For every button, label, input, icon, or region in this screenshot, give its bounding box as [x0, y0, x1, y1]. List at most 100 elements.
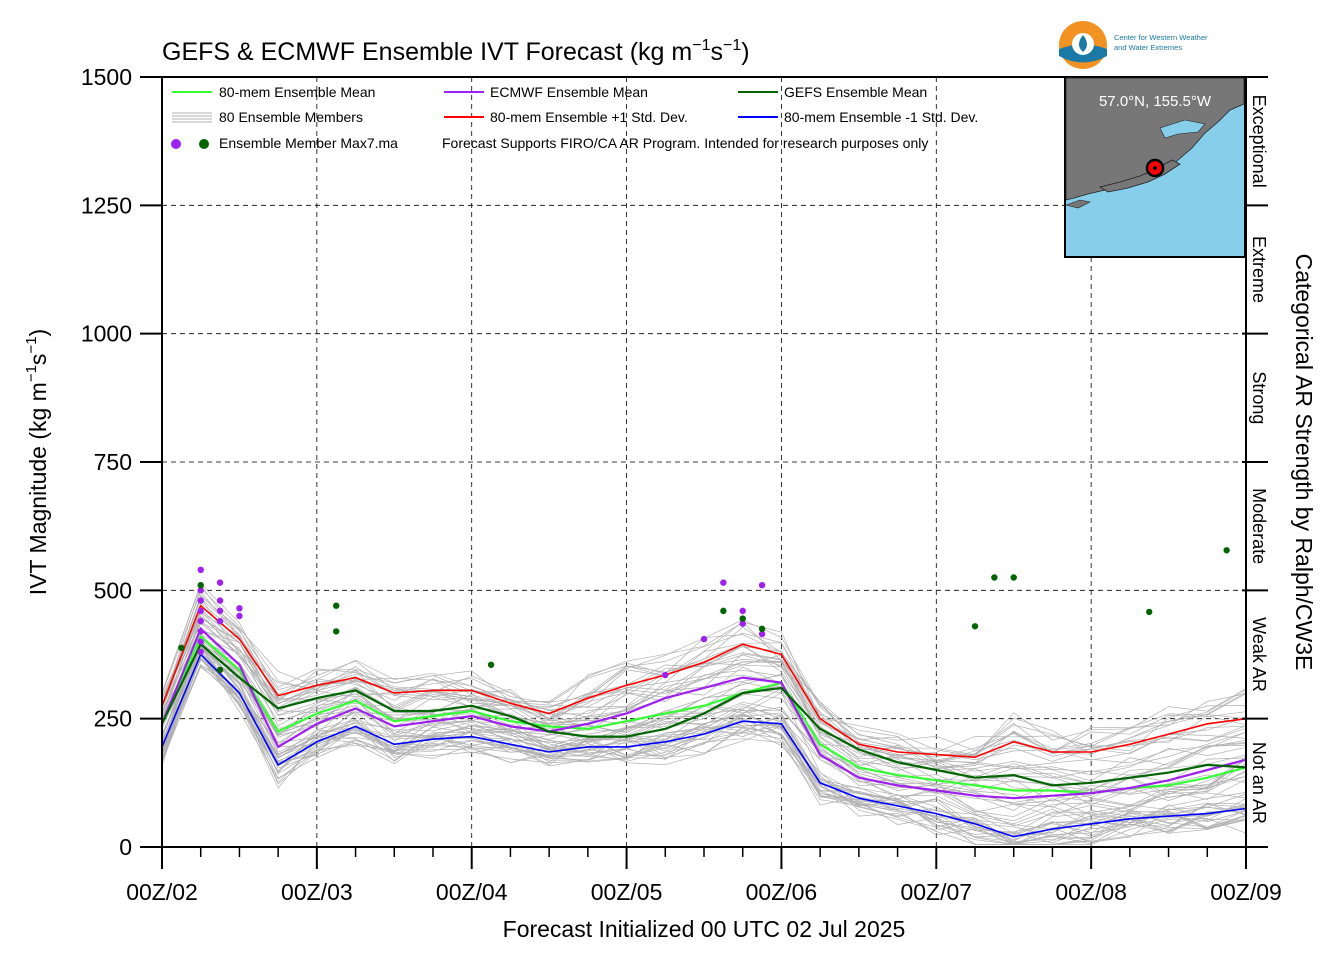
ensemble-member-line	[161, 641, 1247, 795]
category-axis: Not an AR Weak AR Moderate Strong Extreme Exc…	[1242, 76, 1269, 848]
y-tick-label: 1500	[81, 64, 132, 90]
series-lines	[160, 604, 1247, 838]
x-tick-label: 00Z/08	[1055, 879, 1127, 905]
y-tick-label: 500	[94, 577, 132, 603]
ensemble-member-line	[161, 637, 1247, 791]
x-tick-label: 00Z/04	[436, 879, 508, 905]
gefs-max-point	[971, 623, 979, 630]
legend-gefs-mean: GEFS Ensemble Mean	[784, 84, 927, 100]
ecmwf-max-point	[197, 566, 204, 573]
legend-minus-std: 80-mem Ensemble -1 Std. Dev.	[784, 109, 978, 125]
gefs-max-point	[991, 574, 998, 581]
map-island-west	[1064, 199, 1091, 209]
ensemble-member-line	[161, 587, 1247, 756]
gefs-max-point	[739, 615, 746, 622]
ecmwf-max-point	[216, 617, 224, 625]
ecmwf-max-point	[662, 671, 669, 679]
x-tick-label: 00Z/03	[281, 879, 353, 905]
legend-members: 80 Ensemble Members	[219, 109, 363, 125]
logo-text-line1: Center for Western Weather	[1114, 33, 1208, 42]
legend-ens-mean: 80-mem Ensemble Mean	[219, 84, 375, 100]
gefs-max-point	[216, 666, 224, 674]
ensemble-member-line	[161, 644, 1247, 844]
disclaimer: Forecast Supports FIRO/CA AR Program. In…	[442, 135, 928, 151]
ecmwf-max-point	[236, 612, 243, 620]
y-tick-label: 1250	[81, 192, 132, 218]
ecmwf-max-point	[758, 630, 766, 638]
ecmwf-max-point	[700, 635, 708, 643]
gefs-max-point	[1146, 608, 1153, 616]
gefs-max-point	[1223, 547, 1230, 554]
cw3e-logo: Center for Western Weather and Water Ext…	[1059, 21, 1208, 69]
legend-plus-std: 80-mem Ensemble +1 Std. Dev.	[490, 109, 688, 125]
ensemble-member-line	[161, 590, 1247, 754]
ecmwf-max-point	[197, 597, 204, 604]
ecmwf-max-point	[739, 620, 746, 627]
legend-gefs-dot	[199, 139, 209, 149]
x-axis-label: Forecast Initialized 00 UTC 02 Jul 2025	[503, 916, 906, 942]
ecmwf-max-point	[197, 628, 204, 635]
legend: 80-mem Ensemble Mean 80 Ensemble Members…	[171, 84, 978, 151]
x-tick-label: 00Z/05	[591, 879, 663, 905]
series-line-ens_mean	[160, 634, 1247, 795]
category-label: Strong	[1249, 371, 1269, 424]
chart-title: GEFS & ECMWF Ensemble IVT Forecast (kg m…	[162, 37, 750, 66]
ecmwf-max-point	[216, 597, 224, 604]
ensemble-member-line	[161, 645, 1247, 845]
ecmwf-max-point	[739, 607, 746, 615]
gefs-max-point	[333, 628, 340, 635]
ensemble-member-line	[161, 646, 1247, 845]
x-tick-label: 00Z/02	[126, 879, 198, 905]
ensemble-member-line	[161, 610, 1247, 771]
ecmwf-max-point	[720, 579, 727, 586]
gefs-max-point	[178, 644, 185, 652]
y-axis: 0 250 500 750 1000 1250 1500	[81, 64, 162, 860]
ensemble-member-line	[161, 666, 1247, 845]
ecmwf-max-point	[236, 605, 243, 612]
inset-location-label: 57.0°N, 155.5°W	[1099, 93, 1212, 110]
x-axis: 00Z/02 00Z/03 00Z/04 00Z/05 00Z/06 00Z/07 00Z/…	[126, 847, 1282, 905]
legend-ecmwf-dot	[171, 139, 181, 149]
gefs-max-point	[197, 582, 204, 589]
category-label: Exceptional	[1249, 95, 1269, 188]
logo-drop-icon	[1079, 35, 1087, 52]
category-axis-label: Categorical AR Strength by Ralph/CW3E	[1291, 254, 1317, 671]
legend-maxdots: Ensemble Member Max7.ma	[219, 135, 398, 151]
gefs-max-point	[333, 602, 340, 609]
ensemble-member-line	[161, 645, 1247, 830]
ensemble-member-line	[161, 629, 1247, 785]
ensemble-member-line	[161, 595, 1247, 757]
grid-lines	[162, 77, 1246, 847]
ecmwf-max-point	[216, 579, 224, 586]
category-label: Weak AR	[1249, 617, 1269, 692]
ensemble-member-line	[161, 664, 1247, 843]
ensemble-member-line	[161, 646, 1247, 841]
y-tick-label: 1000	[81, 321, 132, 347]
gefs-max-point	[1010, 574, 1017, 581]
series-line-ecmwf_mean	[160, 626, 1247, 800]
ensemble-member-line	[161, 594, 1247, 764]
ensemble-member-line	[161, 584, 1247, 758]
category-label: Not an AR	[1249, 742, 1269, 824]
max-points	[178, 547, 1230, 679]
logo-text-line2: and Water Extremes	[1114, 43, 1182, 52]
x-tick-label: 00Z/07	[900, 879, 972, 905]
x-tick-label: 00Z/06	[746, 879, 818, 905]
y-tick-label: 750	[94, 449, 132, 475]
legend-ecmwf-mean: ECMWF Ensemble Mean	[490, 84, 648, 100]
gefs-max-point	[758, 625, 766, 633]
ensemble-member-line	[161, 622, 1247, 792]
ensemble-member-line	[161, 640, 1247, 820]
ensemble-member-line	[161, 650, 1247, 845]
series-line-minus_std	[161, 653, 1247, 838]
ecmwf-max-point	[197, 607, 204, 615]
ensemble-member-line	[161, 632, 1247, 803]
ecmwf-max-point	[197, 617, 204, 625]
y-tick-label: 0	[119, 834, 132, 860]
y-axis-label: IVT Magnitude (kg m−1s−1)	[23, 329, 51, 595]
gefs-max-point	[487, 661, 495, 668]
ensemble-member-line	[161, 602, 1247, 764]
category-label: Moderate	[1249, 488, 1269, 564]
ensemble-member-line	[161, 650, 1247, 845]
